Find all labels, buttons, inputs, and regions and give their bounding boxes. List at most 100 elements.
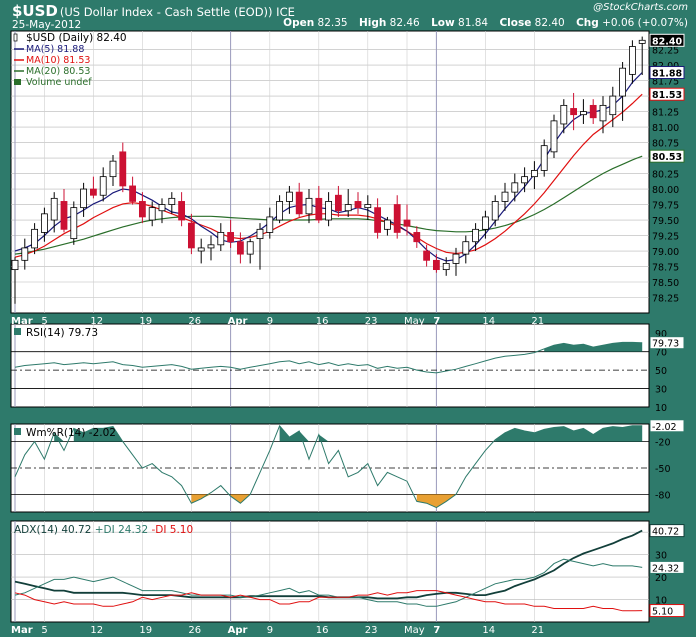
candle [217, 223, 225, 252]
candle-body [462, 241, 470, 255]
candle [501, 182, 509, 211]
rsi-tag-label: 79.73 [652, 339, 679, 350]
candle [168, 192, 176, 214]
candle-body [481, 216, 489, 230]
candle [246, 238, 254, 264]
date-label: 14 [482, 625, 495, 636]
candle-body [540, 145, 548, 171]
legend-label: MA(5) 81.88 [26, 44, 84, 55]
price-tick-label: 78.75 [652, 263, 679, 274]
price-tick-label: 80.25 [652, 170, 679, 181]
candle-body [207, 244, 215, 249]
price-tag-box [649, 149, 685, 163]
date-label: 26 [188, 316, 201, 327]
price-tag-box [649, 66, 685, 80]
candle [580, 99, 587, 124]
candle-body [60, 201, 68, 230]
price-tick-label: 81.25 [652, 108, 679, 119]
candle-body [501, 191, 509, 202]
candle [109, 154, 117, 186]
adx-tag-label: 24.32 [652, 563, 679, 574]
price-tag-box [649, 33, 685, 47]
open-label: Open [283, 17, 315, 29]
candle-body [90, 188, 97, 196]
candle-body [521, 176, 528, 184]
candle-body [432, 259, 440, 271]
candle-body [560, 104, 568, 125]
candle-body [472, 228, 480, 243]
candle [629, 40, 636, 84]
date-label: 26 [188, 625, 201, 636]
candle-body [168, 197, 176, 205]
wmr-tick-label: -20 [655, 438, 671, 449]
date-label: 12 [90, 316, 103, 327]
price-tag-label: 81.53 [652, 90, 682, 101]
candle-body [31, 228, 39, 249]
candle [276, 195, 284, 224]
candle-body [442, 263, 450, 271]
candle-body [148, 207, 156, 221]
low-label: Low [431, 17, 455, 29]
candle-body [50, 197, 58, 221]
candle [295, 182, 303, 217]
price-tag-label: 80.53 [652, 152, 682, 163]
adx-tick-label: 20 [655, 573, 667, 584]
date-label: 9 [267, 625, 273, 636]
candle [60, 189, 68, 233]
wmr-tick-label: -80 [655, 490, 671, 501]
high-value: 82.46 [389, 17, 420, 29]
adx-series-line [14, 558, 643, 607]
candle [638, 36, 646, 76]
candle-body [227, 232, 235, 243]
wmr-tag-label: -2.02 [652, 422, 677, 433]
adx-title-part: ADX(14) 40.72 [14, 524, 91, 536]
candle-body [109, 160, 117, 178]
candle-body [99, 176, 107, 196]
date-label: 19 [139, 625, 152, 636]
date-label: 21 [531, 625, 544, 636]
date-label: Mar [11, 316, 33, 327]
open-value: 82.35 [317, 17, 348, 29]
date-label: 16 [316, 316, 329, 327]
candle [197, 238, 205, 264]
wmr-tag-box [649, 419, 685, 433]
pane-icon [14, 328, 21, 335]
candle-body [374, 207, 382, 233]
date-label: 9 [267, 316, 273, 327]
candle-body [364, 204, 372, 209]
adx-title-part: +DI 24.32 [91, 524, 148, 536]
candle [138, 192, 146, 224]
rsi-tick-label: 50 [655, 366, 667, 377]
candle [619, 61, 626, 121]
candle [285, 185, 293, 214]
price-tick-label: 79.00 [652, 247, 679, 258]
candle-body [638, 39, 646, 44]
candle-body [511, 182, 519, 193]
price-tick-label: 80.00 [652, 185, 679, 196]
price-tick-label: 81.75 [652, 77, 679, 88]
ohlc-readout: Open 82.35 High 82.46 Low 81.84 Close 82… [275, 17, 688, 29]
candle-body [491, 201, 499, 221]
candle [364, 195, 372, 221]
candle [129, 176, 137, 205]
candle-body [41, 213, 48, 233]
candle [50, 192, 58, 233]
adx-tag-box [649, 560, 685, 574]
candle-body [423, 250, 431, 261]
candle-body [266, 216, 274, 233]
date-label: Apr [228, 316, 248, 327]
date-label: May [404, 625, 425, 636]
candle [80, 182, 87, 217]
copyright[interactable]: @StockCharts.com [593, 2, 688, 13]
date-label: Mar [11, 625, 33, 636]
candle [452, 247, 460, 276]
candle [334, 185, 342, 217]
candle-body [599, 104, 607, 122]
candle [158, 198, 166, 224]
adx-tag-label: 40.72 [652, 527, 679, 538]
price-tag-label: 81.88 [652, 69, 682, 80]
candle [305, 189, 313, 224]
candle-body [413, 232, 421, 243]
